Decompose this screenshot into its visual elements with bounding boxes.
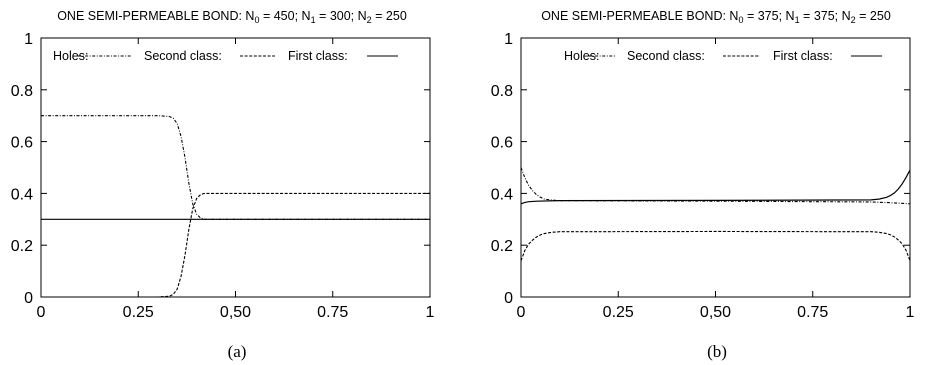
- y-tick-label: 0: [24, 290, 33, 307]
- legend-label: Second class:: [144, 49, 222, 63]
- y-tick-label: 0.6: [11, 135, 33, 152]
- x-tick-label: 0: [517, 304, 526, 321]
- series-line-second-class: [41, 192, 430, 298]
- y-tick-label: 0.2: [491, 238, 513, 255]
- chart-title-prefix: ONE SEMI-PERMEABLE BOND: N: [541, 9, 738, 23]
- plot-frame: [520, 37, 911, 298]
- legend-label: Second class:: [627, 49, 705, 63]
- x-tick-label: 1: [426, 304, 435, 321]
- chart-title-tail: = 250: [372, 9, 407, 23]
- series-line-first-class: [520, 169, 911, 205]
- x-tick-label: 0.75: [317, 304, 348, 321]
- chart-title-mid0: = 375; N: [743, 9, 794, 23]
- chart-panel-b: ONE SEMI-PERMEABLE BOND: N0 = 375; N1 = …: [491, 9, 915, 361]
- chart-title-prefix: ONE SEMI-PERMEABLE BOND: N: [57, 9, 254, 23]
- legend-label: First class:: [288, 49, 348, 63]
- chart-title: ONE SEMI-PERMEABLE BOND: N0 = 375; N1 = …: [541, 9, 891, 25]
- x-tick-label: 0,50: [220, 304, 251, 321]
- chart-title-sub1: 1: [795, 15, 800, 25]
- chart-title-mid0: = 450; N: [259, 9, 310, 23]
- chart-title-sub0: 0: [254, 15, 259, 25]
- x-tick-label: 1: [906, 304, 915, 321]
- chart-title-sub1: 1: [311, 15, 316, 25]
- x-tick-label: 0.75: [797, 304, 828, 321]
- y-tick-label: 1: [24, 31, 33, 48]
- legend-label: Holes:: [53, 49, 88, 63]
- series-line-holes: [520, 167, 911, 205]
- chart-title-mid1: = 300; N: [316, 9, 367, 23]
- y-tick-label: 1: [504, 31, 513, 48]
- panel-label: (a): [228, 342, 247, 361]
- y-tick-label: 0.2: [11, 238, 33, 255]
- plot-frame: [40, 37, 431, 298]
- series-line-second-class: [520, 230, 911, 261]
- y-tick-label: 0.4: [11, 186, 33, 203]
- chart-title: ONE SEMI-PERMEABLE BOND: N0 = 450; N1 = …: [57, 9, 407, 25]
- chart-title-sub2: 2: [367, 15, 372, 25]
- x-tick-label: 0.25: [123, 304, 154, 321]
- y-tick-label: 0.8: [491, 83, 513, 100]
- x-tick-label: 0: [37, 304, 46, 321]
- chart-panel-a: ONE SEMI-PERMEABLE BOND: N0 = 450; N1 = …: [11, 9, 435, 361]
- chart-title-sub0: 0: [738, 15, 743, 25]
- y-tick-label: 0: [504, 290, 513, 307]
- chart-title-mid1: = 375; N: [800, 9, 851, 23]
- x-tick-label: 0,50: [700, 304, 731, 321]
- panel-label: (b): [707, 342, 727, 361]
- y-tick-label: 0.6: [491, 135, 513, 152]
- series-line-holes: [41, 115, 430, 220]
- legend-label: First class:: [773, 49, 833, 63]
- y-tick-label: 0.4: [491, 186, 513, 203]
- y-tick-label: 0.8: [11, 83, 33, 100]
- chart-title-sub2: 2: [851, 15, 856, 25]
- legend-label: Holes:: [564, 49, 599, 63]
- chart-title-tail: = 250: [856, 9, 891, 23]
- x-tick-label: 0.25: [603, 304, 634, 321]
